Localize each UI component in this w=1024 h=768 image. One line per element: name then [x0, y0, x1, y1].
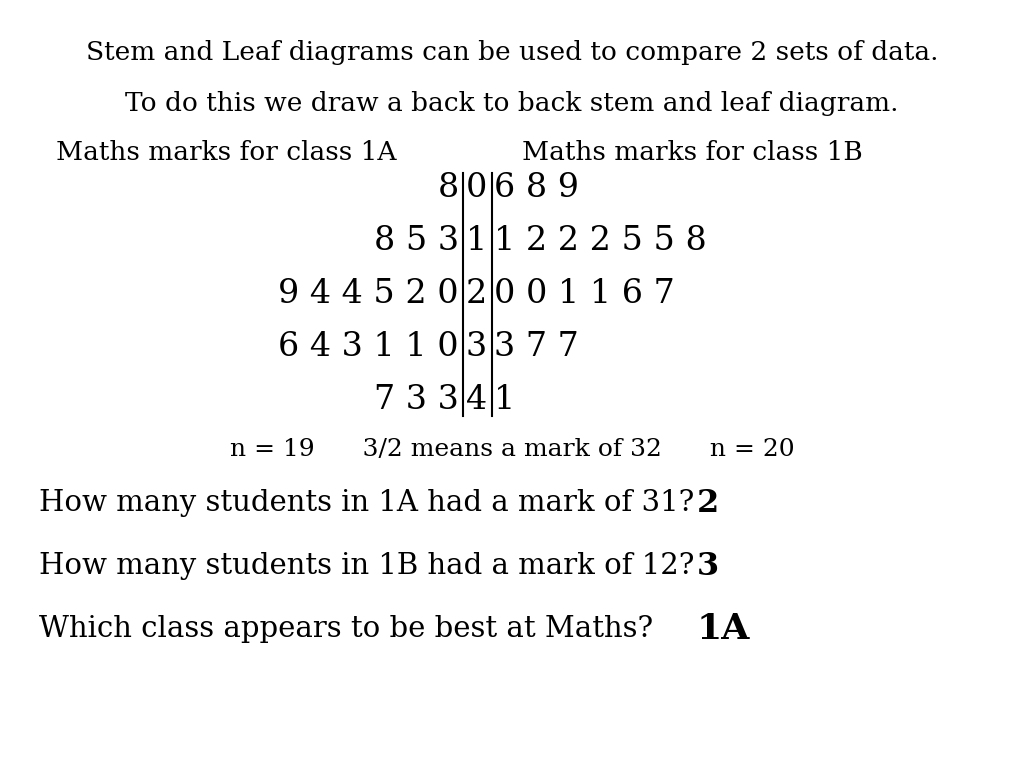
Text: Maths marks for class 1B: Maths marks for class 1B — [522, 140, 863, 165]
Text: 6 8 9: 6 8 9 — [494, 172, 579, 204]
Text: 0: 0 — [466, 172, 486, 204]
Text: 1A: 1A — [696, 612, 750, 646]
Text: How many students in 1A had a mark of 31?: How many students in 1A had a mark of 31… — [39, 489, 694, 517]
Text: 3: 3 — [696, 551, 719, 581]
Text: 4: 4 — [466, 384, 486, 416]
Text: Which class appears to be best at Maths?: Which class appears to be best at Maths? — [39, 615, 653, 643]
Text: 6 4 3 1 1 0: 6 4 3 1 1 0 — [279, 331, 459, 363]
Text: 8 5 3: 8 5 3 — [374, 225, 459, 257]
Text: Stem and Leaf diagrams can be used to compare 2 sets of data.: Stem and Leaf diagrams can be used to co… — [86, 40, 938, 65]
Text: 1 2 2 2 5 5 8: 1 2 2 2 5 5 8 — [494, 225, 707, 257]
Text: 1: 1 — [466, 225, 486, 257]
Text: 9 4 4 5 2 0: 9 4 4 5 2 0 — [279, 278, 459, 310]
Text: 0 0 1 1 6 7: 0 0 1 1 6 7 — [494, 278, 675, 310]
Text: 3 7 7: 3 7 7 — [494, 331, 579, 363]
Text: 2: 2 — [696, 488, 719, 518]
Text: 8: 8 — [437, 172, 459, 204]
Text: Maths marks for class 1A: Maths marks for class 1A — [56, 140, 397, 165]
Text: 1: 1 — [494, 384, 515, 416]
Text: 2: 2 — [466, 278, 486, 310]
Text: How many students in 1B had a mark of 12?: How many students in 1B had a mark of 12… — [39, 552, 694, 580]
Text: To do this we draw a back to back stem and leaf diagram.: To do this we draw a back to back stem a… — [125, 91, 899, 116]
Text: n = 19      3/2 means a mark of 32      n = 20: n = 19 3/2 means a mark of 32 n = 20 — [229, 438, 795, 461]
Text: 3: 3 — [466, 331, 486, 363]
Text: 7 3 3: 7 3 3 — [374, 384, 459, 416]
